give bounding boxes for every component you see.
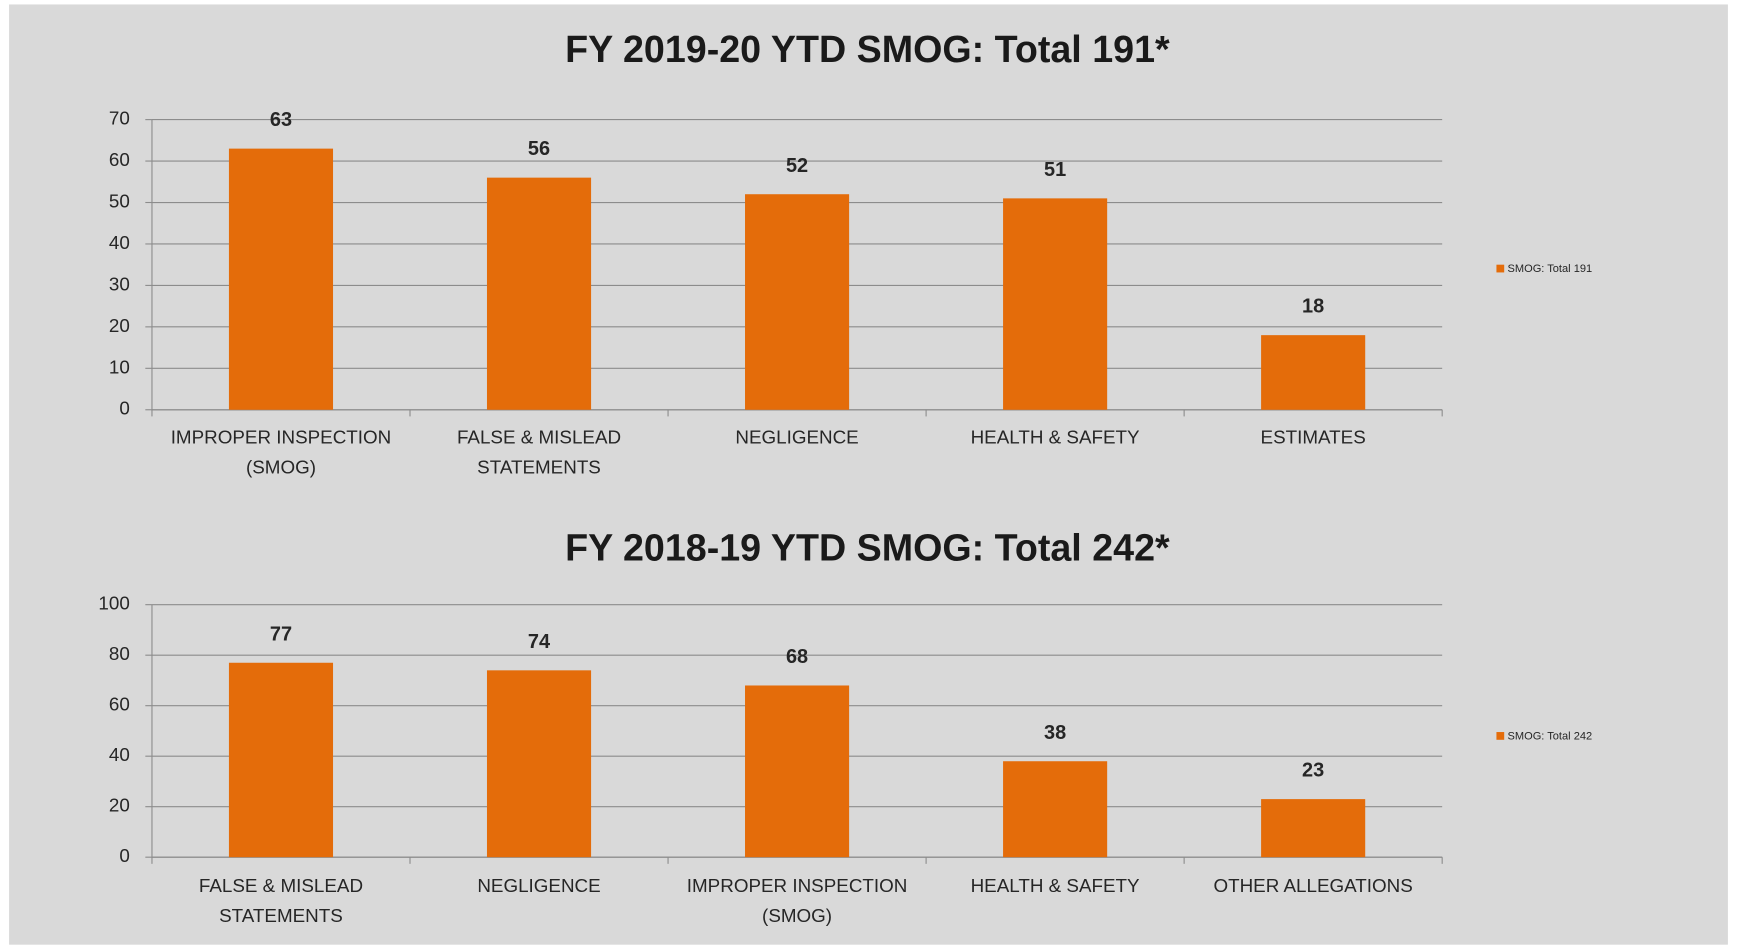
legend-label: SMOG: Total 191 bbox=[1508, 263, 1593, 275]
y-tick-label: 50 bbox=[109, 190, 130, 211]
data-label: 56 bbox=[528, 138, 550, 160]
data-label: 51 bbox=[1044, 159, 1066, 181]
data-label: 74 bbox=[528, 631, 550, 653]
x-tick-label: HEALTH & SAFETY bbox=[971, 427, 1140, 448]
x-tick-label: FALSE & MISLEAD STATEMENTS bbox=[457, 427, 621, 478]
bar bbox=[228, 662, 334, 858]
y-tick-label: 100 bbox=[98, 593, 129, 614]
y-tick-label: 20 bbox=[109, 795, 130, 816]
x-tick-label: FALSE & MISLEAD STATEMENTS bbox=[199, 875, 363, 926]
x-tick-label: HEALTH & SAFETY bbox=[971, 875, 1140, 896]
y-tick-label: 10 bbox=[109, 356, 130, 377]
y-tick-label: 40 bbox=[109, 744, 130, 765]
y-tick-label: 60 bbox=[109, 694, 130, 715]
data-label: 63 bbox=[270, 109, 292, 131]
x-tick-label: IMPROPER INSPECTION (SMOG) bbox=[687, 875, 908, 926]
bar bbox=[1003, 198, 1108, 410]
y-tick-label: 30 bbox=[109, 273, 130, 294]
y-tick-label: 0 bbox=[119, 845, 129, 866]
bar bbox=[486, 670, 592, 858]
data-label: 23 bbox=[1302, 760, 1324, 782]
y-tick-label: 80 bbox=[109, 643, 130, 664]
data-label: 52 bbox=[786, 155, 808, 177]
bar bbox=[1003, 761, 1108, 858]
data-label: 77 bbox=[270, 623, 292, 645]
data-label: 68 bbox=[786, 646, 808, 668]
x-tick-label: NEGLIGENCE bbox=[477, 875, 600, 896]
data-label: 38 bbox=[1044, 722, 1066, 744]
bar bbox=[486, 177, 592, 410]
y-tick-label: 70 bbox=[109, 108, 130, 129]
bar bbox=[1261, 799, 1366, 858]
x-tick-label: IMPROPER INSPECTION (SMOG) bbox=[171, 427, 392, 478]
bar bbox=[228, 148, 334, 410]
y-tick-label: 40 bbox=[109, 232, 130, 253]
legend-swatch bbox=[1496, 732, 1505, 740]
y-tick-label: 20 bbox=[109, 315, 130, 336]
bar bbox=[745, 194, 850, 410]
x-tick-label: OTHER ALLEGATIONS bbox=[1213, 875, 1412, 896]
bar bbox=[1261, 335, 1366, 410]
legend-swatch bbox=[1496, 264, 1505, 273]
chart-title: FY 2018-19 YTD SMOG: Total 242* bbox=[565, 526, 1170, 568]
legend-label: SMOG: Total 242 bbox=[1508, 730, 1593, 742]
chart-title: FY 2019-20 YTD SMOG: Total 191* bbox=[565, 28, 1170, 70]
data-label: 18 bbox=[1302, 296, 1324, 318]
x-tick-label: NEGLIGENCE bbox=[735, 427, 858, 448]
bar bbox=[745, 685, 850, 858]
y-tick-label: 0 bbox=[119, 398, 129, 419]
x-tick-label: ESTIMATES bbox=[1261, 427, 1366, 448]
y-tick-label: 60 bbox=[109, 149, 130, 170]
